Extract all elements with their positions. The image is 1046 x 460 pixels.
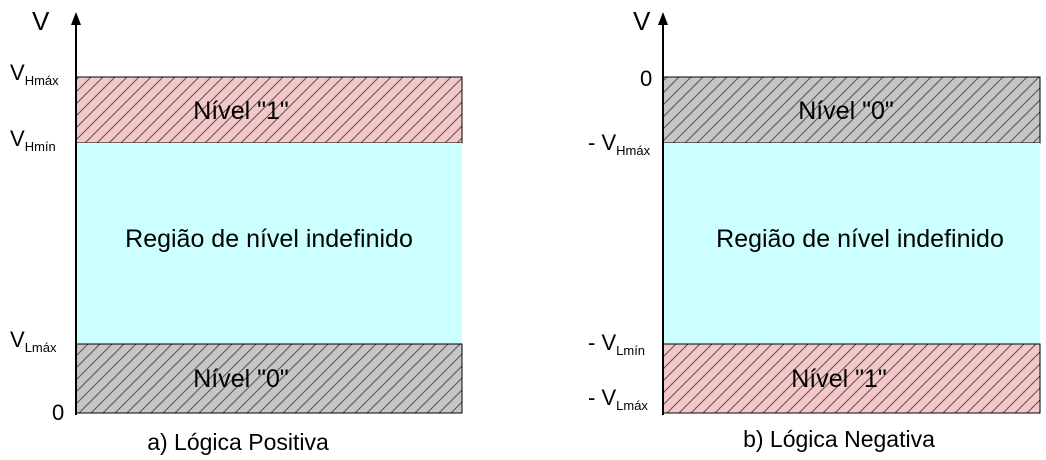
panel-b-tick-vh-max: - VHmáx — [588, 130, 651, 158]
panel-b-level-1-label: Nível "1" — [791, 365, 887, 393]
panel-b-caption: b) Lógica Negativa — [743, 426, 935, 452]
panel-a-level-1-label: Nível "1" — [193, 97, 289, 125]
panel-b-tick-vl-min: - VLmín — [588, 330, 645, 358]
panel-a-positive-logic: V VHmáx VHmín VLmáx 0 Nível "1" Região d… — [10, 6, 462, 455]
panel-a-tick-vh-max: VHmáx — [10, 60, 59, 88]
panel-b-undefined-label: Região de nível indefinido — [716, 225, 1004, 253]
panel-b-axis-arrow-icon — [658, 12, 668, 25]
panel-a-level-0-label: Nível "0" — [193, 365, 289, 393]
panel-a-axis-arrow-icon — [71, 12, 81, 25]
panel-b-negative-logic: V 0 - VHmáx - VLmín - VLmáx Nível "0" Re… — [588, 6, 1040, 452]
panel-b-tick-zero: 0 — [640, 66, 652, 91]
panel-a-undefined-label: Região de nível indefinido — [125, 225, 413, 253]
panel-b-tick-vl-max: - VLmáx — [588, 385, 648, 413]
panel-a-tick-zero: 0 — [52, 400, 64, 425]
panel-b-level-0-label: Nível "0" — [798, 97, 894, 125]
panel-a-axis-label: V — [32, 6, 50, 36]
panel-a-tick-vh-min: VHmín — [10, 126, 56, 154]
panel-a-caption: a) Lógica Positiva — [147, 429, 329, 455]
panel-a-tick-vl-max: VLmáx — [10, 327, 57, 355]
panel-b-axis-label: V — [633, 6, 651, 36]
